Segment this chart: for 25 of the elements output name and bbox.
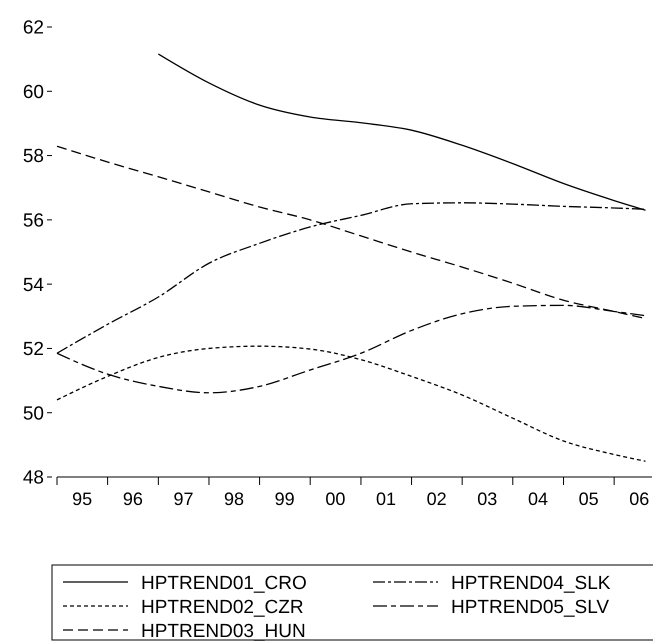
y-tick-label: 48: [22, 468, 44, 489]
y-tick-label: 58: [22, 146, 44, 168]
y-tick-label: 50: [22, 403, 44, 424]
y-tick-label: 62: [22, 18, 44, 39]
legend-label: HPTREND01_CRO: [141, 573, 307, 594]
x-tick-label: 00: [325, 489, 346, 509]
y-tick-label: 52: [22, 339, 44, 360]
legend-label: HPTREND03_HUN: [141, 621, 306, 641]
x-tick-label: 06: [629, 489, 650, 509]
x-tick-label: 99: [274, 489, 295, 509]
x-tick-label: 04: [528, 489, 548, 509]
x-tick-label: 96: [122, 489, 143, 509]
x-tick-label: 97: [173, 489, 194, 509]
x-tick-label: 98: [224, 489, 244, 509]
y-tick-label: 54: [22, 274, 44, 296]
x-tick-label: 02: [426, 489, 447, 509]
y-tick-label: 60: [22, 82, 44, 103]
legend-label: HPTREND02_CZR: [141, 597, 304, 618]
y-tick-label: 56: [22, 210, 44, 232]
legend-label: HPTREND04_SLK: [451, 573, 611, 594]
x-tick-label: 95: [72, 489, 92, 509]
x-tick-label: 05: [578, 489, 599, 509]
legend-label: HPTREND05_SLV: [451, 597, 610, 618]
x-tick-label: 01: [376, 489, 396, 509]
x-tick-label: 03: [477, 489, 498, 509]
